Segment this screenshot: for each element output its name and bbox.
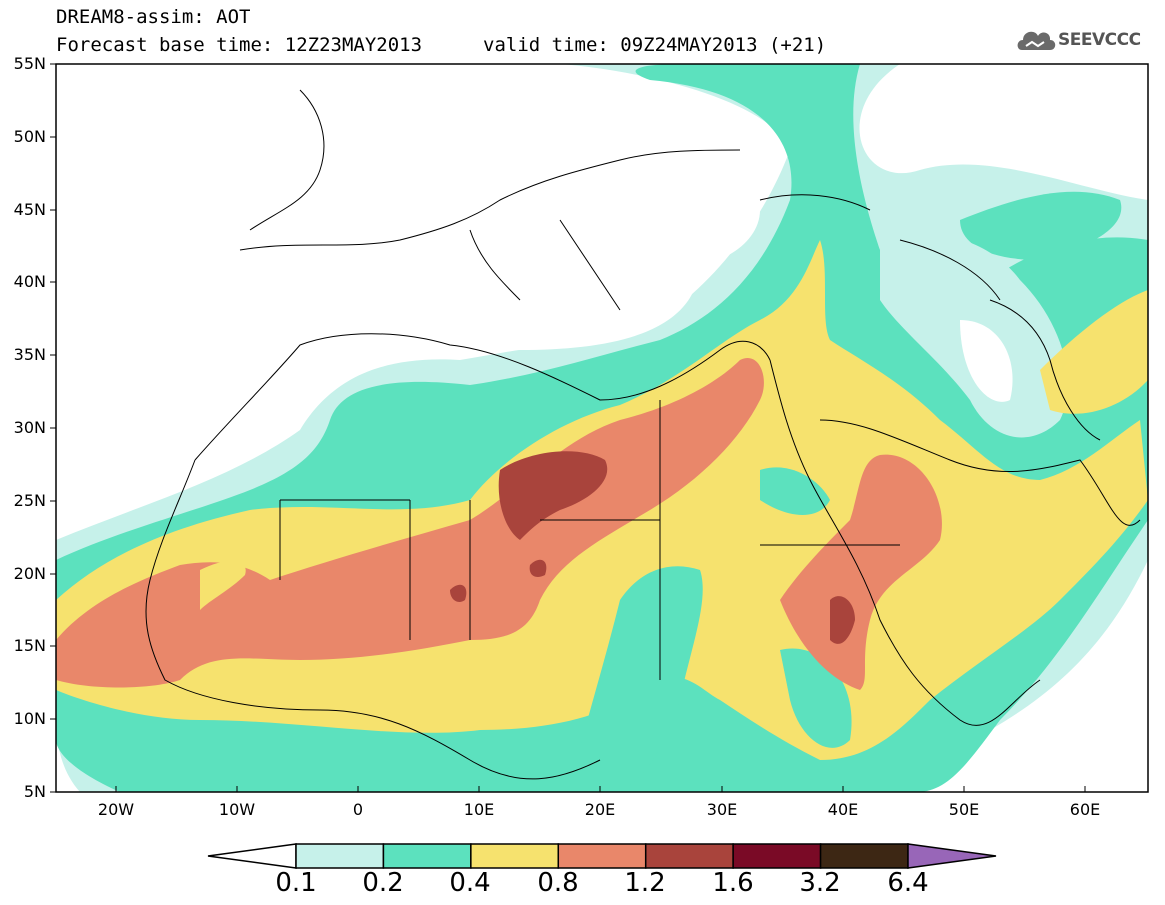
- colorbar-label: 1.6: [712, 868, 754, 898]
- colorbar-swatch: [557, 843, 647, 869]
- cloud-logo-icon: [1017, 31, 1056, 50]
- lon-label: 10W: [218, 800, 256, 819]
- lat-label: 5N: [23, 782, 46, 801]
- colorbar-under-triangle: [207, 843, 297, 869]
- lat-label: 50N: [13, 127, 46, 146]
- coastlines: [145, 89, 1141, 780]
- colorbar-label: 3.2: [799, 868, 841, 898]
- colorbar-label: 0.4: [449, 868, 491, 898]
- lat-label: 45N: [13, 200, 46, 219]
- lat-label: 40N: [13, 272, 46, 291]
- forecast-base-time: Forecast base time: 12Z23MAY2013: [56, 34, 423, 56]
- colorbar-label: 0.8: [537, 868, 579, 898]
- aot-band-12: [450, 451, 855, 644]
- colorbar-label: 6.4: [887, 868, 929, 898]
- lon-label: 20W: [97, 800, 135, 819]
- lon-label: 60E: [1069, 800, 1101, 819]
- lon-label: 10E: [463, 800, 495, 819]
- lat-label: 55N: [13, 54, 46, 73]
- colorbar-label: 0.2: [362, 868, 404, 898]
- colorbar-swatch: [470, 843, 560, 869]
- logo-text: SEEVCCC: [1058, 30, 1141, 50]
- colorbar-label: 1.2: [624, 868, 666, 898]
- lat-label: 10N: [13, 709, 46, 728]
- lat-label: 30N: [13, 418, 46, 437]
- colorbar-swatch: [819, 843, 909, 869]
- colorbar-swatch: [644, 843, 734, 869]
- colorbar-swatch: [382, 843, 472, 869]
- colorbar: [207, 843, 997, 869]
- colorbar-swatch: [732, 843, 822, 869]
- lon-label: 30E: [706, 800, 738, 819]
- lon-label: 0: [352, 800, 364, 819]
- colorbar-over-triangle: [907, 843, 997, 869]
- valid-time: valid time: 09Z24MAY2013 (+21): [483, 34, 827, 56]
- lat-label: 15N: [13, 636, 46, 655]
- lat-label: 35N: [13, 345, 46, 364]
- lat-label: 25N: [13, 491, 46, 510]
- colorbar-label: 0.1: [275, 868, 317, 898]
- lon-label: 20E: [584, 800, 616, 819]
- colorbar-swatch: [295, 843, 385, 869]
- map-title: DREAM8-assim: AOT: [56, 6, 251, 28]
- lon-label: 40E: [827, 800, 859, 819]
- lon-label: 50E: [948, 800, 980, 819]
- lat-label: 20N: [13, 564, 46, 583]
